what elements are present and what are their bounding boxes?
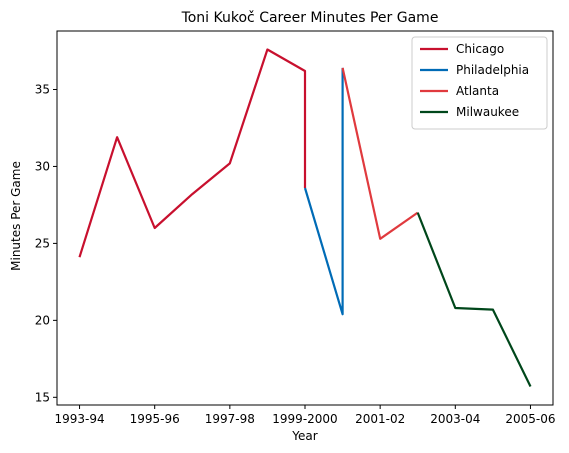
series-line-chicago bbox=[78, 48, 307, 258]
y-tick-label: 30 bbox=[35, 159, 50, 173]
series-line-milwaukee bbox=[416, 212, 532, 387]
axes: 1993-94 1995-96 1997-98 1999-2000 2001-02 200… bbox=[35, 30, 556, 426]
legend-entry-chicago: Chicago bbox=[456, 42, 504, 56]
legend: Chicago Philadelphia Atlanta Milwaukee bbox=[411, 36, 548, 130]
legend-entry-atlanta: Atlanta bbox=[456, 84, 499, 98]
series-line-atlanta bbox=[341, 67, 419, 240]
x-tick-label: 1997-98 bbox=[205, 412, 255, 426]
x-tick-label: 1993-94 bbox=[54, 412, 104, 426]
x-axis-label: Year bbox=[291, 429, 317, 443]
y-tick-label: 25 bbox=[35, 236, 50, 250]
legend-entry-philadelphia: Philadelphia bbox=[456, 63, 529, 77]
y-tick-label: 35 bbox=[35, 82, 50, 96]
plot-area bbox=[78, 48, 532, 387]
x-tick-label: 1995-96 bbox=[130, 412, 180, 426]
x-tick-label: 2005-06 bbox=[505, 412, 555, 426]
y-axis-label: Minutes Per Game bbox=[9, 161, 23, 271]
y-tick-label: 20 bbox=[35, 313, 50, 327]
x-tick-label: 2003-04 bbox=[430, 412, 480, 426]
series-line-philadelphia bbox=[303, 67, 344, 316]
x-tick-label: 2001-02 bbox=[355, 412, 405, 426]
legend-box bbox=[411, 36, 548, 130]
y-tick-label: 15 bbox=[35, 390, 50, 404]
x-tick-label: 1999-2000 bbox=[272, 412, 337, 426]
legend-entry-milwaukee: Milwaukee bbox=[456, 105, 519, 119]
chart-title: Toni Kukoč Career Minutes Per Game bbox=[181, 10, 439, 26]
